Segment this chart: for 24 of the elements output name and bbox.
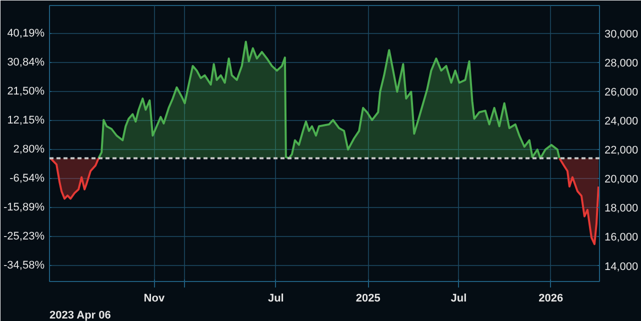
y2-tick-label: 16,000 (604, 232, 638, 244)
x-tick-label: Jul (450, 292, 467, 304)
x-tick-label: 2025 (356, 292, 380, 304)
y2-tick-label: 26,000 (604, 86, 638, 98)
x-tick-label: Jul (268, 292, 284, 304)
y2-tick-label: 18,000 (604, 202, 638, 215)
x-tick-label: Nov (144, 292, 166, 304)
y-tick-label: 21,50% (7, 85, 45, 98)
y-tick-label: -25,23% (4, 230, 45, 243)
y-tick-label: 30,84% (7, 56, 45, 68)
y-tick-label: 2,80% (13, 144, 45, 156)
y-tick-label: -15,89% (4, 202, 45, 214)
text: 2023 Apr 06 (50, 310, 111, 321)
y2-tick-label: 24,000 (604, 116, 638, 128)
y2-tick-label: 22,000 (604, 144, 638, 157)
x-tick-label: 2026 (538, 292, 564, 304)
y2-tick-label: 14,000 (604, 260, 638, 273)
y2-tick-label: 28,000 (604, 57, 638, 70)
y-tick-label: -34,58% (4, 260, 45, 272)
y-tick-label: 40,19% (7, 27, 45, 40)
y2-tick-label: 20,000 (604, 174, 638, 186)
y-tick-label: 12,15% (7, 114, 45, 126)
y2-tick-label: 30,000 (604, 28, 638, 40)
y-tick-label: -6,54% (10, 172, 45, 185)
